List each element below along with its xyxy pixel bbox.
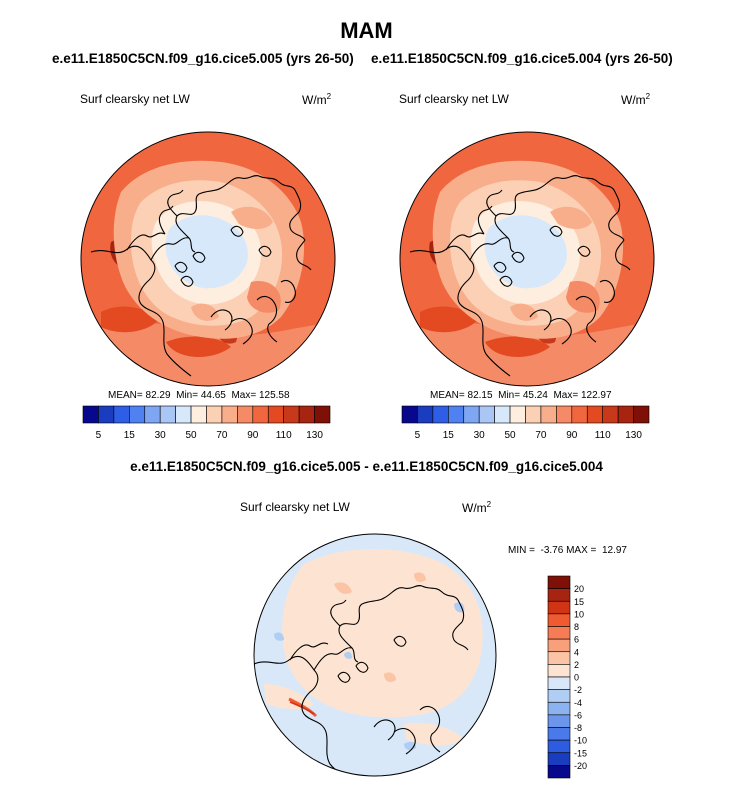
colorbar-right-box (526, 406, 541, 423)
colorbar-diff-tick-label: -15 (574, 748, 587, 758)
colorbar-diff-box (548, 728, 570, 741)
colorbar-diff-tick-label: -6 (574, 710, 582, 720)
colorbar-diff-box (548, 627, 570, 640)
colorbar-diff-tick-label: 2 (574, 660, 579, 670)
colorbar-left-box (145, 406, 160, 423)
colorbar-right-box (541, 406, 556, 423)
colorbar-diff-box (548, 601, 570, 614)
colorbar-diff-box (548, 740, 570, 753)
colorbar-diff-tick-label: -4 (574, 698, 582, 708)
colorbar-right-tick-label: 50 (505, 430, 517, 441)
colorbar-right-tick-label: 5 (415, 430, 421, 441)
colorbar-right: 5 15 30 50 70 90 110 130 (402, 406, 649, 441)
colorbar-left-tick-label: 50 (186, 430, 198, 441)
colorbar-right-box (448, 406, 463, 423)
colorbar-right-box (510, 406, 525, 423)
colorbar-diff-tick-label: 0 (574, 673, 579, 683)
colorbar-diff-box (548, 690, 570, 703)
colorbar-diff-box (548, 639, 570, 652)
colorbar-left-tick-label: 15 (124, 430, 136, 441)
colorbar-left-tick-label: 70 (216, 430, 228, 441)
colorbar-right-box (417, 406, 432, 423)
colorbar-right-tick-label: 30 (474, 430, 486, 441)
colorbar-left-box (129, 406, 144, 423)
colorbar-right-box (464, 406, 479, 423)
colorbar-diff-tick-label: 15 (574, 597, 584, 607)
colorbar-left-box (315, 406, 330, 423)
colorbar-left-tick-label: 90 (247, 430, 259, 441)
colorbar-right-box (556, 406, 571, 423)
colorbar-right-box (495, 406, 510, 423)
colorbar-diff-tick-label: 10 (574, 609, 584, 619)
colorbar-right-tick-label: 70 (535, 430, 547, 441)
colorbar-diff-box (548, 702, 570, 715)
map-diff (254, 534, 496, 780)
colorbar-left-box (176, 406, 191, 423)
colorbar-diff-box (548, 614, 570, 627)
colorbar-right-tick-label: 15 (443, 430, 455, 441)
colorbar-diff-box (548, 589, 570, 602)
colorbar-diff-box (548, 652, 570, 665)
colorbar-left-box (253, 406, 268, 423)
colorbar-left-tick-label: 5 (96, 430, 102, 441)
colorbar-left-box (160, 406, 175, 423)
colorbar-diff-box (548, 753, 570, 766)
colorbar-diff-tick-label: -2 (574, 685, 582, 695)
colorbar-left-box (98, 406, 113, 423)
map-right (400, 132, 654, 386)
colorbar-right-box (402, 406, 417, 423)
colorbar-diff-box (548, 677, 570, 690)
colorbar-diff-box (548, 576, 570, 589)
colorbar-diff-tick-label: -10 (574, 736, 587, 746)
colorbar-right-box (603, 406, 618, 423)
colorbar-diff-box (548, 765, 570, 778)
colorbar-left-box (268, 406, 283, 423)
map-left (81, 132, 335, 386)
colorbar-left-box (284, 406, 299, 423)
colorbar-right-tick-label: 130 (625, 430, 642, 441)
colorbar-left: 5 15 30 50 70 90 110 130 (83, 406, 330, 441)
colorbar-diff-tick-label: -20 (574, 761, 587, 771)
colorbar-right-box (587, 406, 602, 423)
colorbar-left-box (237, 406, 252, 423)
colorbar-left-box (191, 406, 206, 423)
colorbar-diff-tick-label: 4 (574, 647, 579, 657)
colorbar-right-box (634, 406, 649, 423)
colorbar-left-box (83, 406, 98, 423)
colorbar-right-tick-label: 110 (595, 430, 611, 441)
colorbar-diff-tick-label: -8 (574, 723, 582, 733)
colorbar-diff-tick-label: 6 (574, 635, 579, 645)
colorbar-diff-box (548, 664, 570, 677)
colorbar-left-tick-label: 110 (276, 430, 292, 441)
colorbar-diff-tick-label: 8 (574, 622, 579, 632)
colorbar-left-box (222, 406, 237, 423)
colorbar-left-tick-label: 130 (306, 430, 323, 441)
colorbar-left-box (299, 406, 314, 423)
colorbar-diff-box (548, 715, 570, 728)
colorbar-left-tick-label: 30 (155, 430, 167, 441)
colorbar-right-box (572, 406, 587, 423)
colorbar-right-tick-label: 90 (566, 430, 578, 441)
colorbar-right-box (618, 406, 633, 423)
colorbar-right-box (479, 406, 494, 423)
figure-canvas: 5 15 30 50 70 90 110 130 5 15 30 50 70 90 110 130 2015… (0, 0, 733, 788)
colorbar-right-box (433, 406, 448, 423)
colorbar-left-box (114, 406, 129, 423)
colorbar-left-box (207, 406, 222, 423)
colorbar-diff-tick-label: 20 (574, 584, 584, 594)
